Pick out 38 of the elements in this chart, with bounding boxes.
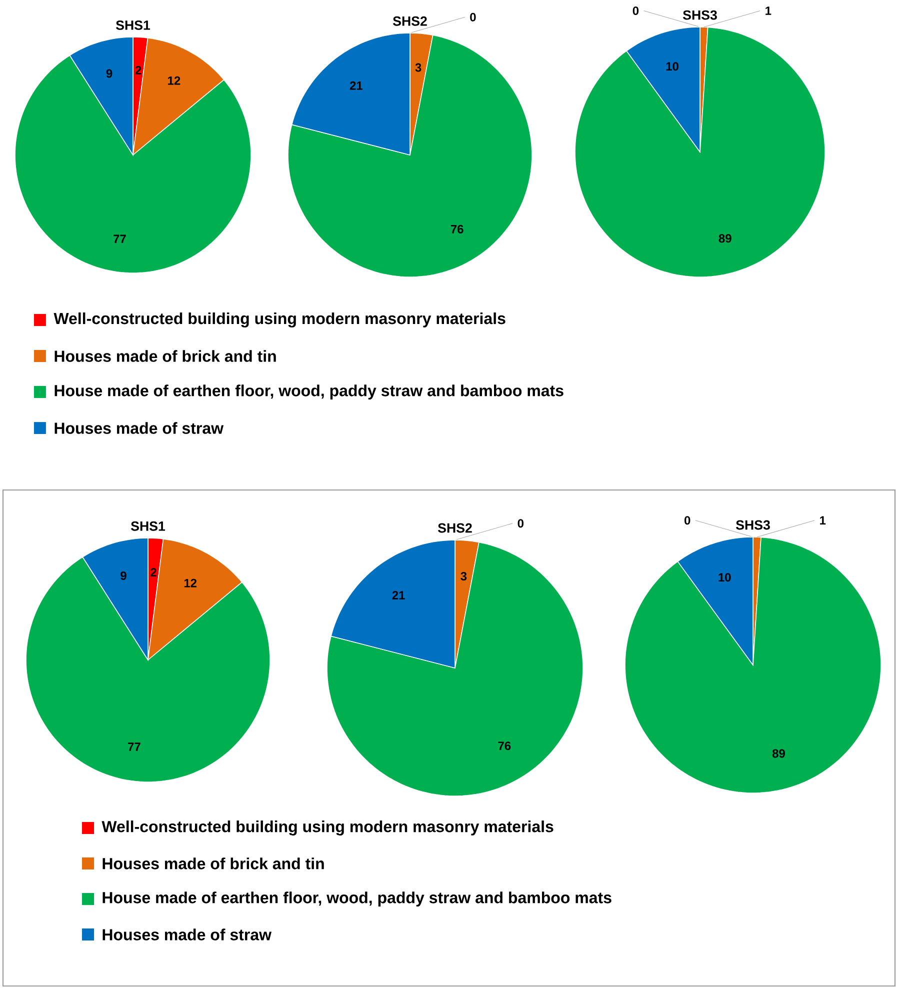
- chart-title: SHS3: [736, 520, 770, 530]
- data-label: 21: [392, 590, 405, 600]
- text: 0: [470, 12, 476, 22]
- legend-label: Well-constructed building using modern masonry materials: [54, 312, 506, 328]
- data-label: 21: [350, 81, 363, 90]
- legend-label: House made of earthen floor, wood, paddy straw and bamboo mats: [54, 384, 564, 400]
- data-label: 1: [820, 516, 826, 524]
- chart-title: SHS1: [130, 521, 166, 531]
- data-label: 12: [184, 578, 197, 588]
- data-label: 2: [150, 568, 156, 576]
- data-label: 77: [114, 234, 126, 244]
- data-label: 12: [168, 76, 180, 85]
- text: 0: [684, 516, 690, 525]
- text: 0: [518, 519, 524, 528]
- legend-label: Houses made of brick and tin: [102, 858, 324, 870]
- data-label: 89: [772, 749, 785, 758]
- data-label: 76: [450, 224, 464, 234]
- data-label: 89: [718, 234, 732, 243]
- legend-label: Houses made of straw: [54, 422, 224, 434]
- data-label: 1: [766, 6, 772, 15]
- data-label: 3: [460, 572, 467, 580]
- chart-title: SHS2: [438, 523, 472, 533]
- text: 0: [632, 6, 639, 15]
- data-label: 9: [106, 69, 112, 78]
- chart-title: SHS2: [392, 16, 427, 26]
- data-label: 2: [135, 66, 142, 74]
- chart-title: SHS1: [116, 20, 150, 30]
- data-label: 77: [128, 742, 140, 751]
- legend-label: House made of earthen floor, wood, paddy straw and bamboo mats: [102, 892, 612, 906]
- data-label: 9: [120, 571, 126, 580]
- legend-label: Well-constructed building using modern masonry materials: [102, 820, 554, 836]
- legend-label: Houses made of straw: [102, 928, 272, 940]
- data-label: 76: [498, 742, 511, 750]
- data-label: 10: [666, 62, 678, 71]
- data-label: 3: [415, 63, 422, 72]
- data-label: 10: [718, 573, 731, 582]
- legend-label: Houses made of brick and tin: [54, 350, 276, 362]
- chart-title: SHS3: [682, 10, 717, 20]
